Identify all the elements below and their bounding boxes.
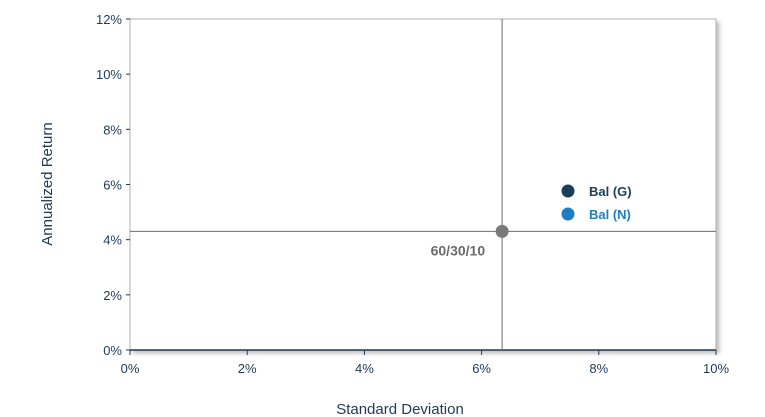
legend-label: Bal (N) — [589, 207, 631, 222]
legend-marker — [561, 207, 575, 221]
legend-marker — [561, 184, 575, 198]
x-tick-label: 6% — [472, 361, 491, 376]
y-tick-label: 10% — [96, 67, 122, 82]
y-tick-label: 8% — [103, 122, 122, 137]
x-tick-label: 8% — [589, 361, 608, 376]
x-tick-label: 10% — [703, 361, 729, 376]
legend-label: Bal (G) — [589, 184, 632, 199]
y-tick-label: 6% — [103, 178, 122, 193]
plot-area — [129, 18, 717, 351]
legend: Bal (G) Bal (N) — [561, 184, 632, 222]
y-axis-title: Annualized Return — [39, 122, 56, 245]
y-axis-ticks: 0% 2% 4% 6% 8% 10% 12% — [96, 12, 130, 358]
y-tick-label: 4% — [103, 233, 122, 248]
data-points: 60/30/10 — [431, 224, 509, 258]
crosshair — [130, 19, 716, 350]
data-point-label: 60/30/10 — [431, 242, 486, 258]
x-tick-label: 2% — [238, 361, 257, 376]
x-tick-label: 4% — [355, 361, 374, 376]
x-tick-label: 0% — [121, 361, 140, 376]
x-axis-title: Standard Deviation — [336, 401, 464, 417]
x-axis-ticks: 0% 2% 4% 6% 8% 10% — [121, 350, 729, 376]
y-tick-label: 2% — [103, 288, 122, 303]
data-point — [495, 224, 509, 238]
y-tick-label: 0% — [103, 343, 122, 358]
y-tick-label: 12% — [96, 12, 122, 27]
